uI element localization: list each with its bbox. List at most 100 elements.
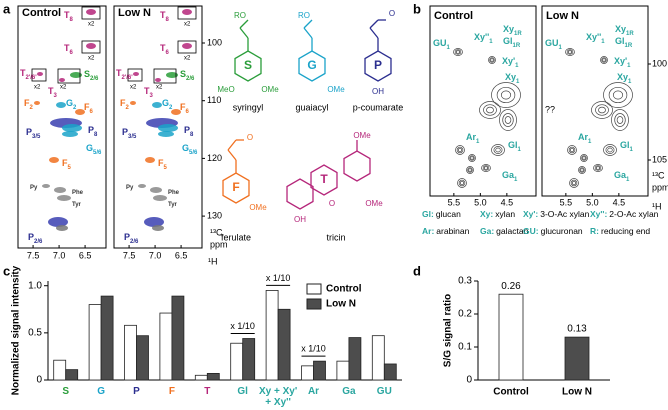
peak-label-sub: 3 [150,93,154,99]
peak-label-base: Tyr [72,202,82,208]
peak-label-sub: 2 [126,105,130,111]
structure-name: syringyl [233,102,264,112]
contour [454,49,462,55]
peak-label-sub: 2/6 [186,76,195,82]
peak-label: F2 [120,98,130,110]
bar [100,295,114,381]
contour [582,156,586,160]
contour [614,113,626,127]
zoom-box [127,68,143,82]
peak-label: F6 [84,102,94,114]
contour [469,155,475,161]
spectrum-peak [171,109,181,115]
spectrum-peak [48,217,68,227]
bond [369,27,379,39]
substituent: OH [294,215,306,224]
peak-label-base: Xy' [614,56,627,66]
x-tick-label: 5.5 [448,197,461,207]
peak-label-sub: 2/6 [34,239,43,245]
legend-text: 3-O-Ac xylan [540,209,589,219]
y-tick-label: 110 [207,95,221,105]
contour [489,57,495,63]
legend-text: 2-O-Ac xylan [609,209,658,219]
peak-label-sub: 1 [559,45,563,51]
peak-label-base: T [116,68,122,78]
peak-label-sub: 2'/6' [26,75,38,81]
peak-label-sub: 5/6 [93,150,102,156]
y-tick-label: 1.0 [28,280,42,291]
x-tick-label: T [204,386,211,397]
peak-label: Ar1 [578,132,592,144]
spectrum-peak [62,124,82,132]
legend-text: glucuronan [541,226,583,236]
contour [500,90,512,100]
peak-label-sub: 1 [630,147,634,153]
peak-label-sub: 6 [166,50,170,56]
peak-label: Xy'1 [614,56,631,68]
zoom-box [81,40,101,54]
peak-label-base: S [84,69,90,79]
peak-label-base: GU [545,38,559,48]
bar [498,293,524,381]
spectrum-peak [182,43,192,49]
bar [265,290,279,381]
peak-label-base: Py [30,185,38,191]
spectrum-peak [56,225,68,231]
legend-text: glucan [436,209,461,219]
bar [171,295,185,381]
legend-swatch [306,283,322,295]
peak-label-sub: 1 [489,39,493,45]
contour [578,166,586,174]
peak-label-base: G [66,98,73,108]
contour [603,82,633,108]
contour [616,116,624,124]
peak-label-sub: 3/5 [128,134,137,140]
bar [313,360,326,381]
panel-label: d [413,263,421,278]
spectrum-peak [56,102,66,108]
zoom-label: x2 [184,22,191,28]
peak-label-base: P [88,125,94,135]
peak-label: Xy1 [617,72,632,84]
y-tick-label: 105 [652,154,667,164]
contour [456,146,464,154]
peak-label-base: Phe [72,190,84,196]
axis-unit: ppm [210,239,228,249]
peak-label-base: Gl [503,36,513,46]
bond [239,27,249,39]
x-tick-label: Low N [562,387,592,398]
y-tick-label: 0.2 [458,309,472,320]
contour [571,180,577,186]
bar [564,336,590,381]
x-tick-label: 6.5 [79,250,92,260]
peak-label: F6 [180,102,190,114]
substituent: OH [372,87,384,96]
peak-label-sub: 2 [169,105,173,111]
spectrum-title: Low N [546,10,579,22]
bar [194,374,208,381]
peak-label: S2/6 [180,69,195,81]
peak-label: Gl1 [620,140,634,152]
peak-label: G5/6 [86,143,102,155]
x-tick-label: GU [376,386,392,397]
spectrum-peak [138,184,146,188]
peak-label: P2/6 [124,232,139,244]
x-tick-label: F [168,386,175,397]
contour [569,178,579,188]
contour [466,166,474,174]
contour [502,113,514,127]
x-tick-label: 7.0 [53,250,66,260]
peak-label: P3/5 [26,127,41,139]
contour [591,101,613,119]
contour [605,146,615,154]
contour [455,145,465,155]
peak-label-sub: 8 [166,17,170,23]
peak-label-base: F [158,158,164,168]
peak-label-sub: 1 [514,177,518,183]
peak-label: Xy1R [615,24,634,36]
peak-label: Gl1 [508,140,522,152]
peak-label: Tyr [168,202,178,208]
contour [580,154,588,162]
zoom-box [81,6,101,20]
